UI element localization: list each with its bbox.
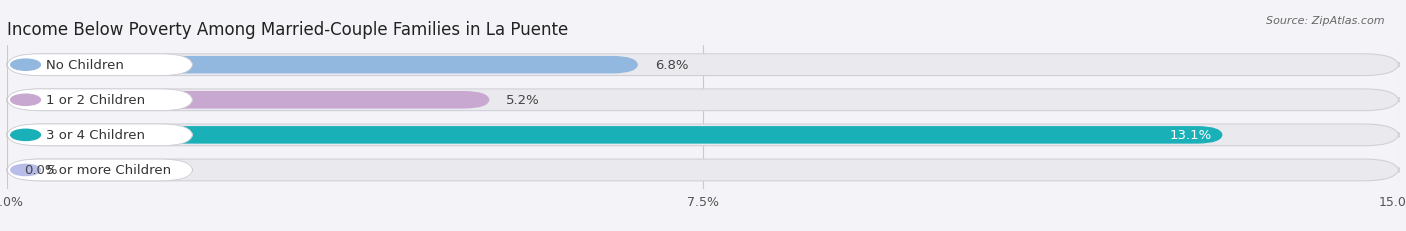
Text: 5.2%: 5.2% xyxy=(506,94,540,107)
Text: 6.8%: 6.8% xyxy=(655,59,689,72)
FancyBboxPatch shape xyxy=(7,55,193,76)
Text: 0.0%: 0.0% xyxy=(24,164,58,177)
Text: No Children: No Children xyxy=(46,59,124,72)
FancyBboxPatch shape xyxy=(7,159,193,181)
Circle shape xyxy=(11,165,41,176)
Circle shape xyxy=(11,130,41,141)
FancyBboxPatch shape xyxy=(7,127,1223,144)
FancyBboxPatch shape xyxy=(7,90,1399,111)
FancyBboxPatch shape xyxy=(7,90,193,111)
FancyBboxPatch shape xyxy=(7,92,489,109)
Text: 5 or more Children: 5 or more Children xyxy=(46,164,172,177)
FancyBboxPatch shape xyxy=(7,57,638,74)
Text: 3 or 4 Children: 3 or 4 Children xyxy=(46,129,145,142)
FancyBboxPatch shape xyxy=(7,125,1399,146)
FancyBboxPatch shape xyxy=(7,125,193,146)
Circle shape xyxy=(11,60,41,71)
Text: Income Below Poverty Among Married-Couple Families in La Puente: Income Below Poverty Among Married-Coupl… xyxy=(7,21,568,39)
Text: Source: ZipAtlas.com: Source: ZipAtlas.com xyxy=(1267,16,1385,26)
Text: 13.1%: 13.1% xyxy=(1170,129,1212,142)
Text: 1 or 2 Children: 1 or 2 Children xyxy=(46,94,145,107)
FancyBboxPatch shape xyxy=(7,159,1399,181)
FancyBboxPatch shape xyxy=(7,55,1399,76)
Circle shape xyxy=(11,95,41,106)
